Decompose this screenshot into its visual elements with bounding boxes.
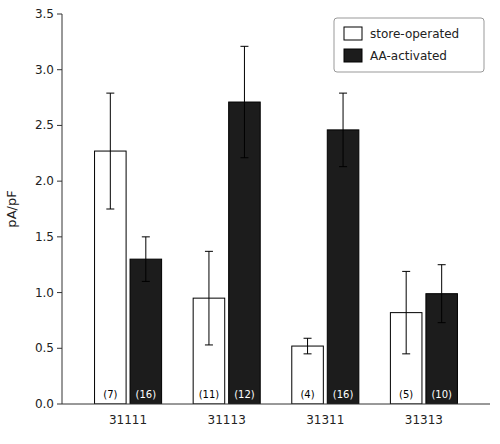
error-cap — [142, 281, 150, 282]
legend-label: AA-activated — [370, 49, 447, 63]
error-line — [343, 93, 344, 167]
x-axis: 31111 31113 31311 31313 — [62, 404, 490, 427]
error-cap — [304, 353, 312, 354]
error-cap — [240, 157, 248, 158]
error-cap — [205, 251, 213, 252]
error-bar — [142, 237, 150, 282]
error-cap — [438, 264, 446, 265]
x-tick-label: 31313 — [405, 413, 443, 427]
x-tick-label: 31311 — [306, 413, 344, 427]
error-cap — [106, 209, 114, 210]
x-tick-label: 31113 — [208, 413, 246, 427]
y-tick-label: 0.5 — [35, 341, 54, 355]
y-tick — [57, 125, 62, 126]
error-bar — [240, 46, 248, 157]
n-label: (12) — [234, 389, 255, 400]
error-bar — [106, 93, 114, 209]
bar — [327, 130, 359, 404]
error-line — [110, 93, 111, 209]
error-cap — [438, 322, 446, 323]
legend-swatch — [344, 27, 362, 40]
n-label: (5) — [399, 389, 413, 400]
x-tick-label: 31111 — [109, 413, 147, 427]
y-tick-label: 3.0 — [35, 63, 54, 77]
legend-label: store-operated — [370, 27, 459, 41]
y-tick — [57, 181, 62, 182]
error-line — [145, 237, 146, 282]
n-label: (16) — [136, 389, 157, 400]
y-axis: 0.0 0.5 1.0 1.5 2.0 2.5 3.0 3.5 — [35, 7, 62, 411]
chart: 0.00.51.01.52.02.53.03.5pA/pF(7)(11)(4)(… — [0, 0, 500, 444]
y-tick — [57, 69, 62, 70]
y-tick-label: 2.5 — [35, 118, 54, 132]
error-bar — [339, 93, 347, 167]
legend-swatch — [344, 49, 362, 62]
error-cap — [205, 344, 213, 345]
y-tick-label: 3.5 — [35, 7, 54, 21]
error-line — [244, 46, 245, 157]
error-line — [307, 338, 308, 354]
error-bar — [438, 265, 446, 323]
y-tick — [57, 348, 62, 349]
n-label: (11) — [199, 389, 220, 400]
bars — [95, 46, 458, 404]
error-bar — [205, 251, 213, 345]
x-axis-line — [62, 404, 490, 405]
y-tick — [57, 14, 62, 15]
error-line — [406, 271, 407, 353]
y-tick-label: 0.0 — [35, 397, 54, 411]
n-labels: (7) (11) (4) (5) (16) (12) (16) (10) — [103, 389, 452, 400]
error-line — [441, 265, 442, 323]
y-tick — [57, 292, 62, 293]
legend: store-operated AA-activated — [334, 18, 484, 72]
error-cap — [304, 338, 312, 339]
n-label: (7) — [103, 389, 117, 400]
y-axis-label: pA/pF — [4, 190, 19, 227]
y-axis-line — [62, 14, 63, 404]
n-label: (16) — [333, 389, 354, 400]
y-tick-label: 2.0 — [35, 174, 54, 188]
error-line — [208, 251, 209, 345]
error-cap — [339, 166, 347, 167]
y-tick-label: 1.5 — [35, 230, 54, 244]
error-cap — [339, 93, 347, 94]
y-tick — [57, 236, 62, 237]
bar — [292, 346, 324, 404]
error-cap — [402, 271, 410, 272]
error-bar — [304, 338, 312, 354]
error-cap — [240, 46, 248, 47]
y-tick — [57, 404, 62, 405]
error-cap — [402, 353, 410, 354]
y-tick-label: 1.0 — [35, 286, 54, 300]
error-cap — [142, 236, 150, 237]
error-bar — [402, 271, 410, 353]
n-label: (10) — [431, 389, 452, 400]
error-cap — [106, 93, 114, 94]
legend-box — [334, 18, 484, 72]
n-label: (4) — [300, 389, 314, 400]
